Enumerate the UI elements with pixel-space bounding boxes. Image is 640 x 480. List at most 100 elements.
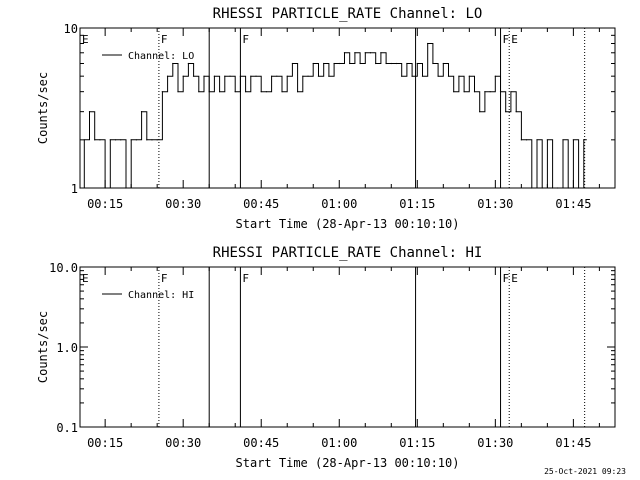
data-point (79, 187, 81, 189)
data-point (499, 91, 502, 93)
data-point (463, 91, 465, 93)
data-point (442, 62, 444, 65)
data-point (213, 75, 216, 77)
chart-title: RHESSI PARTICLE_RATE Channel: LO (213, 6, 483, 22)
x-axis-label: Start Time (28-Apr-13 00:10:10) (236, 217, 460, 231)
flag-label: F (503, 33, 510, 46)
data-point (297, 91, 299, 93)
data-point (479, 111, 481, 113)
series-line-0 (80, 43, 587, 189)
data-point (520, 139, 522, 141)
flag-label: F (242, 272, 249, 285)
data-point (255, 75, 257, 77)
data-point (453, 91, 455, 93)
data-point (99, 139, 101, 141)
x-tick-label: 01:00 (321, 197, 357, 211)
generation-timestamp: 25-Oct-2021 09:23 (544, 467, 626, 476)
data-point (510, 91, 512, 93)
data-point (577, 187, 580, 189)
data-point (432, 62, 434, 65)
data-point (489, 91, 491, 93)
x-tick-label: 01:15 (399, 436, 435, 450)
data-point (567, 187, 569, 189)
data-point (390, 62, 392, 65)
data-point (531, 187, 533, 189)
legend-entry: Channel: LO (128, 51, 194, 62)
data-point (83, 139, 85, 141)
y-tick-label: 10 (64, 22, 78, 36)
data-point (562, 139, 564, 141)
data-point (416, 62, 418, 65)
flag-label: F (503, 272, 510, 285)
data-point (182, 75, 184, 77)
data-point (166, 75, 169, 77)
data-point (271, 75, 273, 77)
data-point (151, 139, 153, 141)
x-tick-label: 00:15 (87, 436, 123, 450)
data-point (192, 75, 195, 77)
plot-frame (79, 27, 616, 189)
data-point (385, 62, 387, 65)
data-point (557, 187, 559, 189)
y-tick-label: 1.0 (56, 341, 78, 355)
data-point (525, 139, 528, 141)
data-point (484, 91, 486, 93)
chart-title: RHESSI PARTICLE_RATE Channel: HI (213, 245, 483, 261)
data-point (172, 62, 174, 65)
data-point (109, 139, 111, 141)
x-tick-label: 01:45 (555, 436, 591, 450)
data-point (437, 75, 439, 77)
data-point (375, 62, 377, 65)
data-point (541, 187, 543, 189)
data-point (447, 75, 450, 77)
data-point (458, 75, 460, 77)
x-tick-label: 01:45 (555, 197, 591, 211)
data-point (120, 139, 122, 141)
data-point (551, 187, 554, 189)
data-point (125, 187, 127, 189)
data-point (276, 75, 278, 77)
data-point (140, 111, 143, 113)
data-point (104, 187, 106, 189)
data-point (291, 62, 294, 65)
data-point (380, 52, 382, 54)
data-point (234, 91, 236, 93)
data-point (349, 62, 351, 65)
y-tick-label: 10.0 (49, 261, 78, 275)
data-point (369, 52, 372, 54)
data-point (286, 75, 288, 77)
x-tick-label: 00:30 (165, 436, 201, 450)
x-tick-label: 01:30 (477, 197, 513, 211)
data-point (177, 91, 179, 93)
data-point (323, 62, 325, 65)
data-point (281, 91, 283, 93)
data-point (473, 91, 476, 93)
x-tick-label: 01:30 (477, 436, 513, 450)
y-tick-label: 0.1 (56, 421, 78, 435)
flag-label: F (242, 33, 249, 46)
data-point (468, 75, 470, 77)
legend-entry: Channel: HI (128, 290, 194, 301)
data-point (130, 139, 132, 141)
data-point (494, 75, 496, 77)
data-point (317, 75, 320, 77)
data-point (421, 75, 424, 77)
x-tick-label: 00:45 (243, 197, 279, 211)
data-point (328, 75, 330, 77)
data-point (245, 91, 247, 93)
data-point (224, 75, 226, 77)
data-point (333, 62, 335, 65)
data-point (359, 62, 361, 65)
y-axis-label: Counts/sec (36, 72, 50, 144)
flag-label: E (82, 272, 89, 285)
data-point (161, 91, 163, 93)
data-point (312, 62, 314, 65)
flag-label: E (511, 272, 518, 285)
data-point (302, 75, 304, 77)
data-point (515, 111, 517, 113)
data-point (395, 62, 398, 65)
data-point (146, 139, 148, 141)
x-tick-label: 00:15 (87, 197, 123, 211)
data-point (572, 139, 574, 141)
